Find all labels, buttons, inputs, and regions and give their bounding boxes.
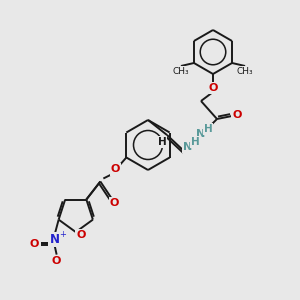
Text: O: O (30, 238, 39, 249)
Text: O: O (52, 256, 61, 266)
Text: O: O (76, 230, 86, 240)
Text: O: O (110, 199, 119, 208)
Text: O: O (208, 83, 218, 93)
Text: CH₃: CH₃ (237, 67, 254, 76)
Text: O: O (111, 164, 120, 175)
Text: N: N (183, 142, 193, 152)
Text: N: N (196, 129, 206, 139)
Text: CH₃: CH₃ (172, 67, 189, 76)
Text: H: H (158, 137, 166, 147)
Text: N: N (50, 233, 60, 246)
Text: O: O (232, 110, 242, 120)
Text: H: H (204, 124, 212, 134)
Text: +: + (60, 230, 67, 239)
Text: H: H (190, 137, 200, 147)
